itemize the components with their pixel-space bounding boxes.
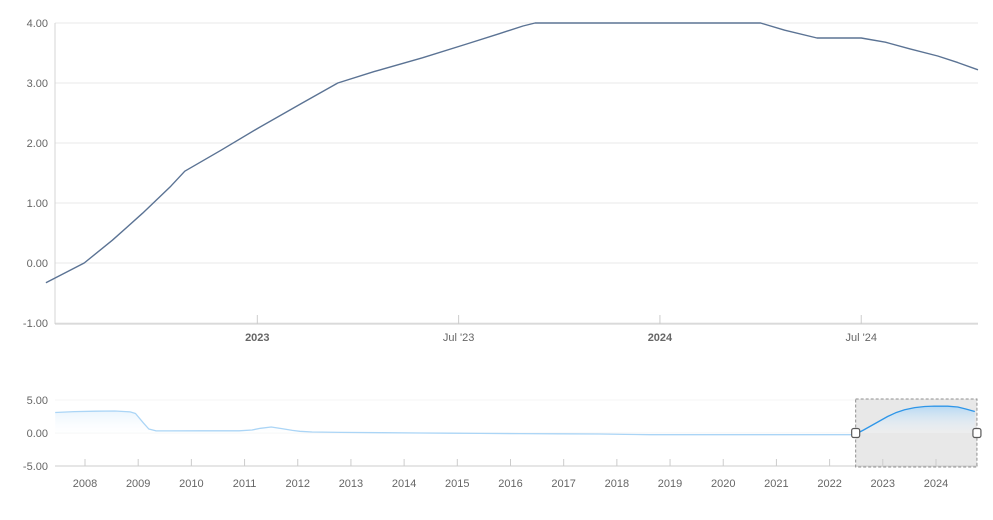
y-axis-label: 0.00 xyxy=(27,258,48,270)
nav-x-axis-label: 2015 xyxy=(445,478,469,490)
nav-x-axis-label: 2008 xyxy=(73,478,97,490)
nav-x-axis-label: 2013 xyxy=(339,478,363,490)
nav-x-axis-label: 2024 xyxy=(924,478,948,490)
nav-y-axis-label: 0.00 xyxy=(27,428,48,440)
nav-x-axis-label: 2012 xyxy=(286,478,310,490)
nav-x-axis-label: 2011 xyxy=(233,478,257,490)
nav-x-axis-label: 2017 xyxy=(551,478,575,490)
x-axis-label: 2024 xyxy=(648,332,673,344)
nav-x-axis-label: 2009 xyxy=(126,478,150,490)
nav-x-axis-label: 2014 xyxy=(392,478,416,490)
navigator-range-selector[interactable]: 5.00 0.00 -5.00 2008 2009 2010 2011 2012 2013 201… xyxy=(0,365,993,520)
nav-x-axis-label: 2016 xyxy=(498,478,522,490)
nav-x-axis-label: 2023 xyxy=(871,478,895,490)
rate-series-line xyxy=(45,22,979,284)
left-range-handle[interactable] xyxy=(851,427,861,439)
nav-x-axis-label: 2020 xyxy=(711,478,735,490)
y-axis-label: 2.00 xyxy=(27,138,48,150)
nav-y-axis-label: -5.00 xyxy=(23,461,48,473)
x-axis-label: Jul '23 xyxy=(443,332,474,344)
nav-x-axis-label: 2022 xyxy=(817,478,841,490)
right-range-handle[interactable] xyxy=(972,427,982,439)
y-axis-label: 4.00 xyxy=(27,18,48,30)
nav-x-axis-label: 2010 xyxy=(179,478,203,490)
x-axis-label: 2023 xyxy=(245,332,269,344)
nav-y-axis-label: 5.00 xyxy=(27,395,48,407)
y-axis-label: 1.00 xyxy=(27,198,48,210)
nav-x-axis-label: 2021 xyxy=(764,478,788,490)
main-chart-plot: 4.00 3.00 2.00 1.00 0.00 -1.00 2023 Jul '23 2024… xyxy=(23,18,979,344)
y-axis-label: 3.00 xyxy=(27,78,48,90)
nav-mask-outside[interactable] xyxy=(55,399,856,467)
nav-x-axis-label: 2018 xyxy=(605,478,629,490)
x-axis-label: Jul '24 xyxy=(846,332,877,344)
nav-x-axis-label: 2019 xyxy=(658,478,682,490)
y-axis-label: -1.00 xyxy=(23,318,48,330)
